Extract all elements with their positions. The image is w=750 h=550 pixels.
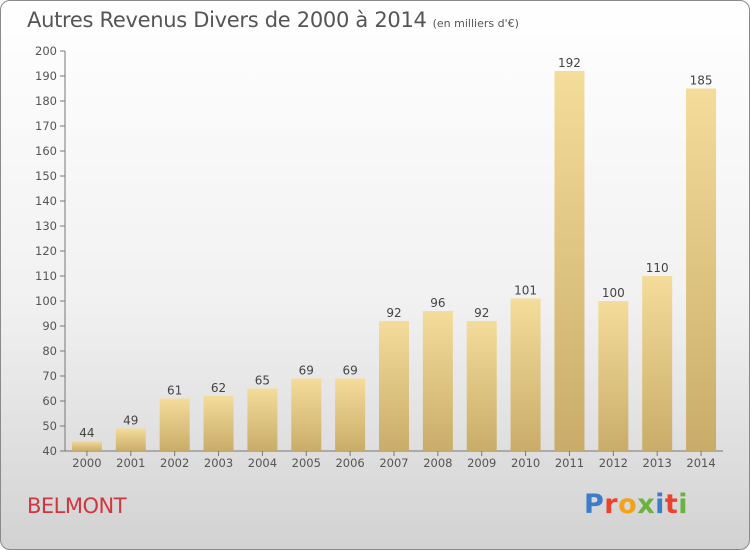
value-label: 100: [602, 286, 625, 300]
bar-2006: [335, 378, 366, 451]
value-label: 44: [79, 426, 94, 440]
proxiti-logo: Proxiti: [584, 489, 688, 520]
x-tick-label: 2002: [160, 456, 189, 470]
chart-bars: [71, 71, 717, 451]
chart-labels: 2000 44 2001 49 2002 61 2003 62 2004 65 2005 69 2006…: [72, 56, 715, 470]
chart-axes: 40 50 60 70 80 90 100 110 120 130 140 150 160 170 180 1…: [35, 44, 723, 458]
y-tick-label: 60: [42, 394, 57, 408]
y-tick-label: 170: [35, 119, 57, 133]
logo-letter: i: [655, 489, 665, 520]
value-label: 101: [514, 284, 537, 298]
bar-2001: [115, 428, 146, 451]
y-tick-label: 110: [35, 269, 57, 283]
x-tick-label: 2009: [467, 456, 496, 470]
bar-2009: [466, 321, 497, 451]
value-label: 62: [211, 381, 226, 395]
logo-letter: t: [664, 489, 679, 520]
bar-2011: [554, 71, 585, 451]
bar-2007: [379, 321, 409, 451]
x-tick-label: 2012: [599, 456, 628, 470]
bar-2002: [159, 398, 190, 451]
chart-title-text: Autres Revenus Divers de 2000 à 2014: [27, 8, 427, 32]
bar-2000: [71, 441, 102, 451]
value-label: 69: [342, 364, 357, 378]
bar-2010: [510, 298, 541, 451]
x-tick-label: 2007: [379, 456, 408, 470]
x-tick-label: 2008: [423, 456, 452, 470]
x-tick-label: 2014: [686, 456, 715, 470]
logo-letter: o: [618, 489, 638, 520]
x-tick-label: 2000: [72, 456, 101, 470]
y-tick-label: 40: [42, 444, 57, 458]
y-tick-label: 150: [35, 169, 57, 183]
y-tick-label: 190: [35, 69, 57, 83]
y-tick-label: 90: [42, 319, 57, 333]
chart-title: Autres Revenus Divers de 2000 à 2014 (en …: [27, 8, 519, 32]
y-tick-label: 70: [42, 369, 57, 383]
value-label: 185: [690, 74, 713, 88]
bar-2008: [422, 311, 453, 451]
bar-2012: [598, 301, 629, 451]
bar-2003: [203, 396, 234, 451]
logo-letter: x: [637, 489, 656, 520]
y-tick-label: 50: [42, 419, 57, 433]
y-tick-label: 80: [42, 344, 57, 358]
y-tick-label: 100: [35, 294, 57, 308]
value-label: 192: [558, 56, 581, 70]
bar-2005: [291, 378, 322, 451]
value-label: 65: [255, 374, 270, 388]
bar-2014: [686, 88, 717, 451]
value-label: 92: [386, 306, 401, 320]
bar-2013: [642, 276, 673, 451]
y-tick-label: 140: [35, 194, 57, 208]
y-tick-label: 200: [35, 44, 57, 58]
logo-letter: P: [584, 489, 605, 520]
x-tick-label: 2001: [116, 456, 145, 470]
logo-letter: i: [678, 489, 689, 520]
value-label: 61: [167, 384, 182, 398]
x-tick-label: 2003: [204, 456, 233, 470]
x-tick-label: 2011: [555, 456, 584, 470]
chart-unit: (en milliers d'€): [432, 17, 519, 30]
bar-2004: [247, 388, 278, 451]
x-tick-label: 2013: [643, 456, 672, 470]
y-tick-label: 160: [35, 144, 57, 158]
value-label: 96: [430, 296, 445, 310]
y-tick-label: 180: [35, 94, 57, 108]
value-label: 69: [299, 364, 314, 378]
logo-letter: r: [604, 489, 619, 520]
x-tick-label: 2010: [511, 456, 540, 470]
x-tick-label: 2004: [248, 456, 277, 470]
value-label: 49: [123, 414, 138, 428]
y-tick-label: 130: [35, 219, 57, 233]
x-tick-label: 2006: [335, 456, 364, 470]
value-label: 92: [474, 306, 489, 320]
value-label: 110: [646, 261, 669, 275]
x-tick-label: 2005: [292, 456, 321, 470]
place-name: BELMONT: [27, 494, 127, 518]
y-tick-label: 120: [35, 244, 57, 258]
